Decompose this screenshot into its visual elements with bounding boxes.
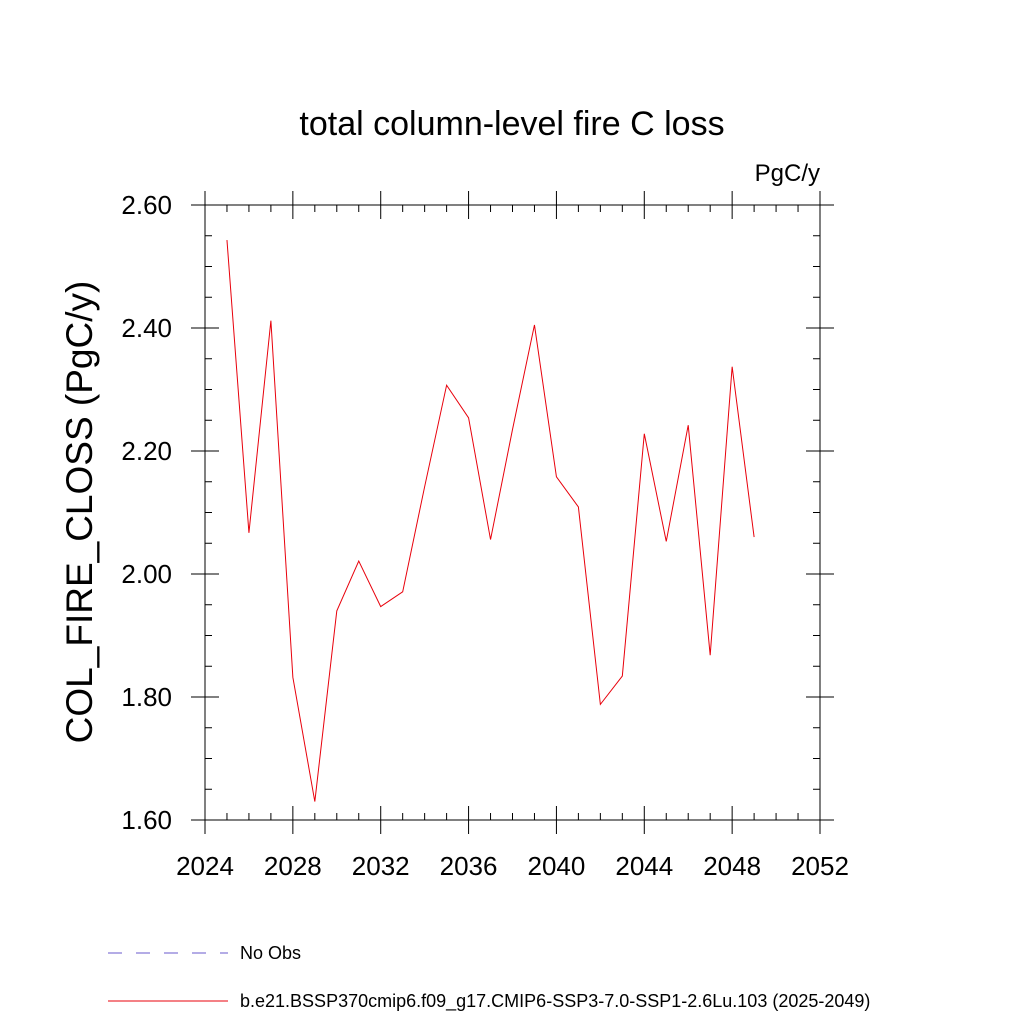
x-tick-label: 2032: [352, 851, 410, 881]
x-tick-label: 2044: [615, 851, 673, 881]
y-tick-label: 2.40: [121, 313, 172, 343]
y-tick-label: 2.60: [121, 190, 172, 220]
x-tick-label: 2052: [791, 851, 849, 881]
chart-title: total column-level fire C loss: [299, 105, 724, 143]
units-label: PgC/y: [755, 160, 820, 187]
x-tick-label: 2040: [528, 851, 586, 881]
x-tick-label: 2028: [264, 851, 322, 881]
y-tick-label: 1.60: [121, 805, 172, 835]
legend-label-series: b.e21.BSSP370cmip6.f09_g17.CMIP6-SSP3-7.…: [240, 991, 870, 1012]
series-line-0: [226, 240, 755, 802]
legend-label-no-obs: No Obs: [240, 943, 301, 963]
x-tick-label: 2024: [176, 851, 234, 881]
x-tick-label: 2048: [703, 851, 761, 881]
y-axis-label: COL_FIRE_CLOSS (PgC/y): [59, 281, 100, 744]
plot-frame: [204, 204, 821, 821]
y-tick-label: 2.20: [121, 436, 172, 466]
minor-ticks: [205, 205, 820, 820]
legend: No Obs b.e21.BSSP370cmip6.f09_g17.CMIP6-…: [108, 943, 870, 1012]
y-tick-label: 1.80: [121, 682, 172, 712]
y-tick-label: 2.00: [121, 559, 172, 589]
x-tick-labels: 2024 2028 2032 2036 2040 2044 2048 2052: [176, 851, 849, 881]
series-layer: [226, 240, 755, 802]
y-tick-labels: 1.60 1.80 2.00 2.20 2.40 2.60: [121, 190, 172, 835]
major-ticks: [191, 191, 834, 834]
x-tick-label: 2036: [440, 851, 498, 881]
